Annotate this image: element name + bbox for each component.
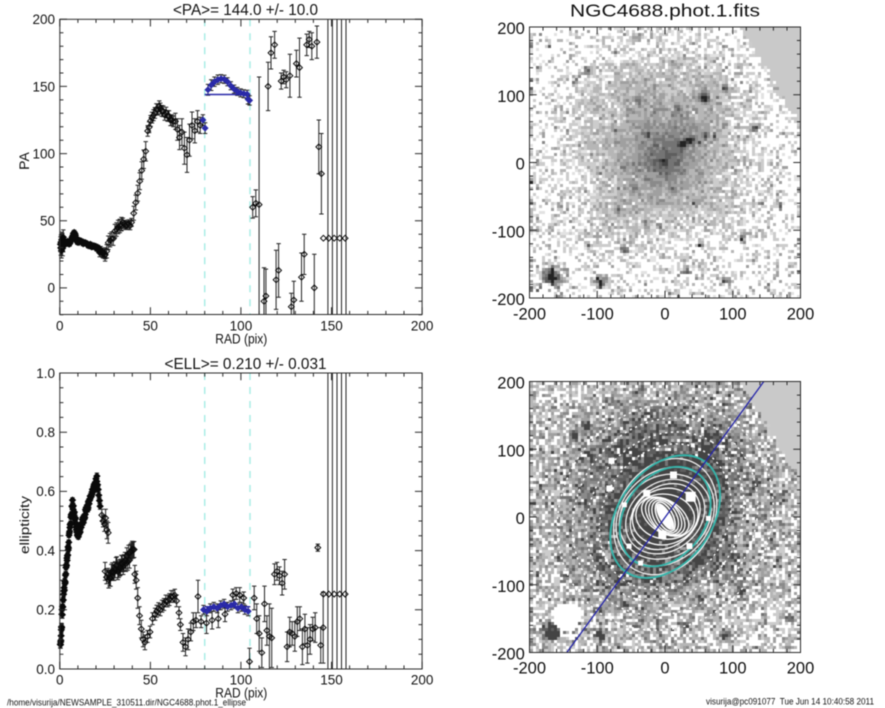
svg-text:200: 200	[497, 375, 525, 393]
svg-text:200: 200	[497, 20, 525, 38]
svg-text:-100: -100	[492, 578, 525, 596]
svg-text:NGC4688.phot.1.fits: NGC4688.phot.1.fits	[570, 1, 760, 21]
svg-text:1.0: 1.0	[36, 366, 55, 381]
svg-text:150: 150	[320, 319, 343, 334]
svg-text:0: 0	[516, 156, 525, 174]
svg-text:0: 0	[56, 673, 64, 688]
svg-text:0.2: 0.2	[36, 603, 55, 618]
svg-text:100: 100	[497, 88, 525, 106]
svg-text:0: 0	[516, 510, 525, 528]
svg-text:150: 150	[320, 673, 343, 688]
svg-text:-200: -200	[513, 660, 546, 678]
svg-text:RAD (pix): RAD (pix)	[215, 331, 267, 347]
svg-text:200: 200	[787, 660, 815, 678]
svg-text:<ELL>= 0.210 +/- 0.031: <ELL>= 0.210 +/- 0.031	[165, 356, 327, 373]
svg-text:<PA>= 144.0 +/- 10.0: <PA>= 144.0 +/- 10.0	[173, 2, 318, 19]
svg-text:-200: -200	[492, 291, 525, 309]
svg-text:100: 100	[32, 146, 55, 161]
svg-text:-100: -100	[581, 660, 614, 678]
svg-text:-200: -200	[513, 306, 546, 324]
svg-text:100: 100	[230, 673, 253, 688]
svg-text:-200: -200	[492, 646, 525, 664]
svg-text:visurija@pc091077 Tue Jun 14: visurija@pc091077 Tue Jun 14 10:40:58 20…	[706, 697, 874, 707]
svg-text:ellipticity: ellipticity	[17, 495, 32, 554]
svg-text:0.6: 0.6	[36, 484, 55, 499]
svg-text:0: 0	[660, 660, 669, 678]
svg-text:0: 0	[56, 319, 64, 334]
svg-text:100: 100	[497, 442, 525, 460]
svg-text:150: 150	[32, 79, 55, 94]
svg-text:RAD (pix): RAD (pix)	[215, 685, 267, 701]
svg-text:50: 50	[40, 214, 55, 229]
svg-text:200: 200	[32, 12, 55, 27]
svg-text:-100: -100	[581, 306, 614, 324]
svg-text:50: 50	[143, 319, 158, 334]
svg-text:-100: -100	[492, 223, 525, 241]
svg-text:200: 200	[411, 319, 434, 334]
svg-text:100: 100	[719, 660, 747, 678]
svg-text:0: 0	[47, 281, 55, 296]
svg-text:0.4: 0.4	[36, 543, 55, 558]
svg-text:PA: PA	[16, 152, 32, 170]
svg-text:200: 200	[787, 306, 815, 324]
svg-text:100: 100	[719, 306, 747, 324]
svg-text:50: 50	[143, 673, 158, 688]
svg-text:0.0: 0.0	[36, 662, 55, 677]
svg-text:0: 0	[660, 306, 669, 324]
svg-text:/home/visurija/NEWSAMPLE_31051: /home/visurija/NEWSAMPLE_310511.dir/NGC4…	[7, 698, 246, 708]
svg-text:0.8: 0.8	[36, 425, 55, 440]
svg-text:200: 200	[411, 673, 434, 688]
svg-text:100: 100	[230, 319, 253, 334]
